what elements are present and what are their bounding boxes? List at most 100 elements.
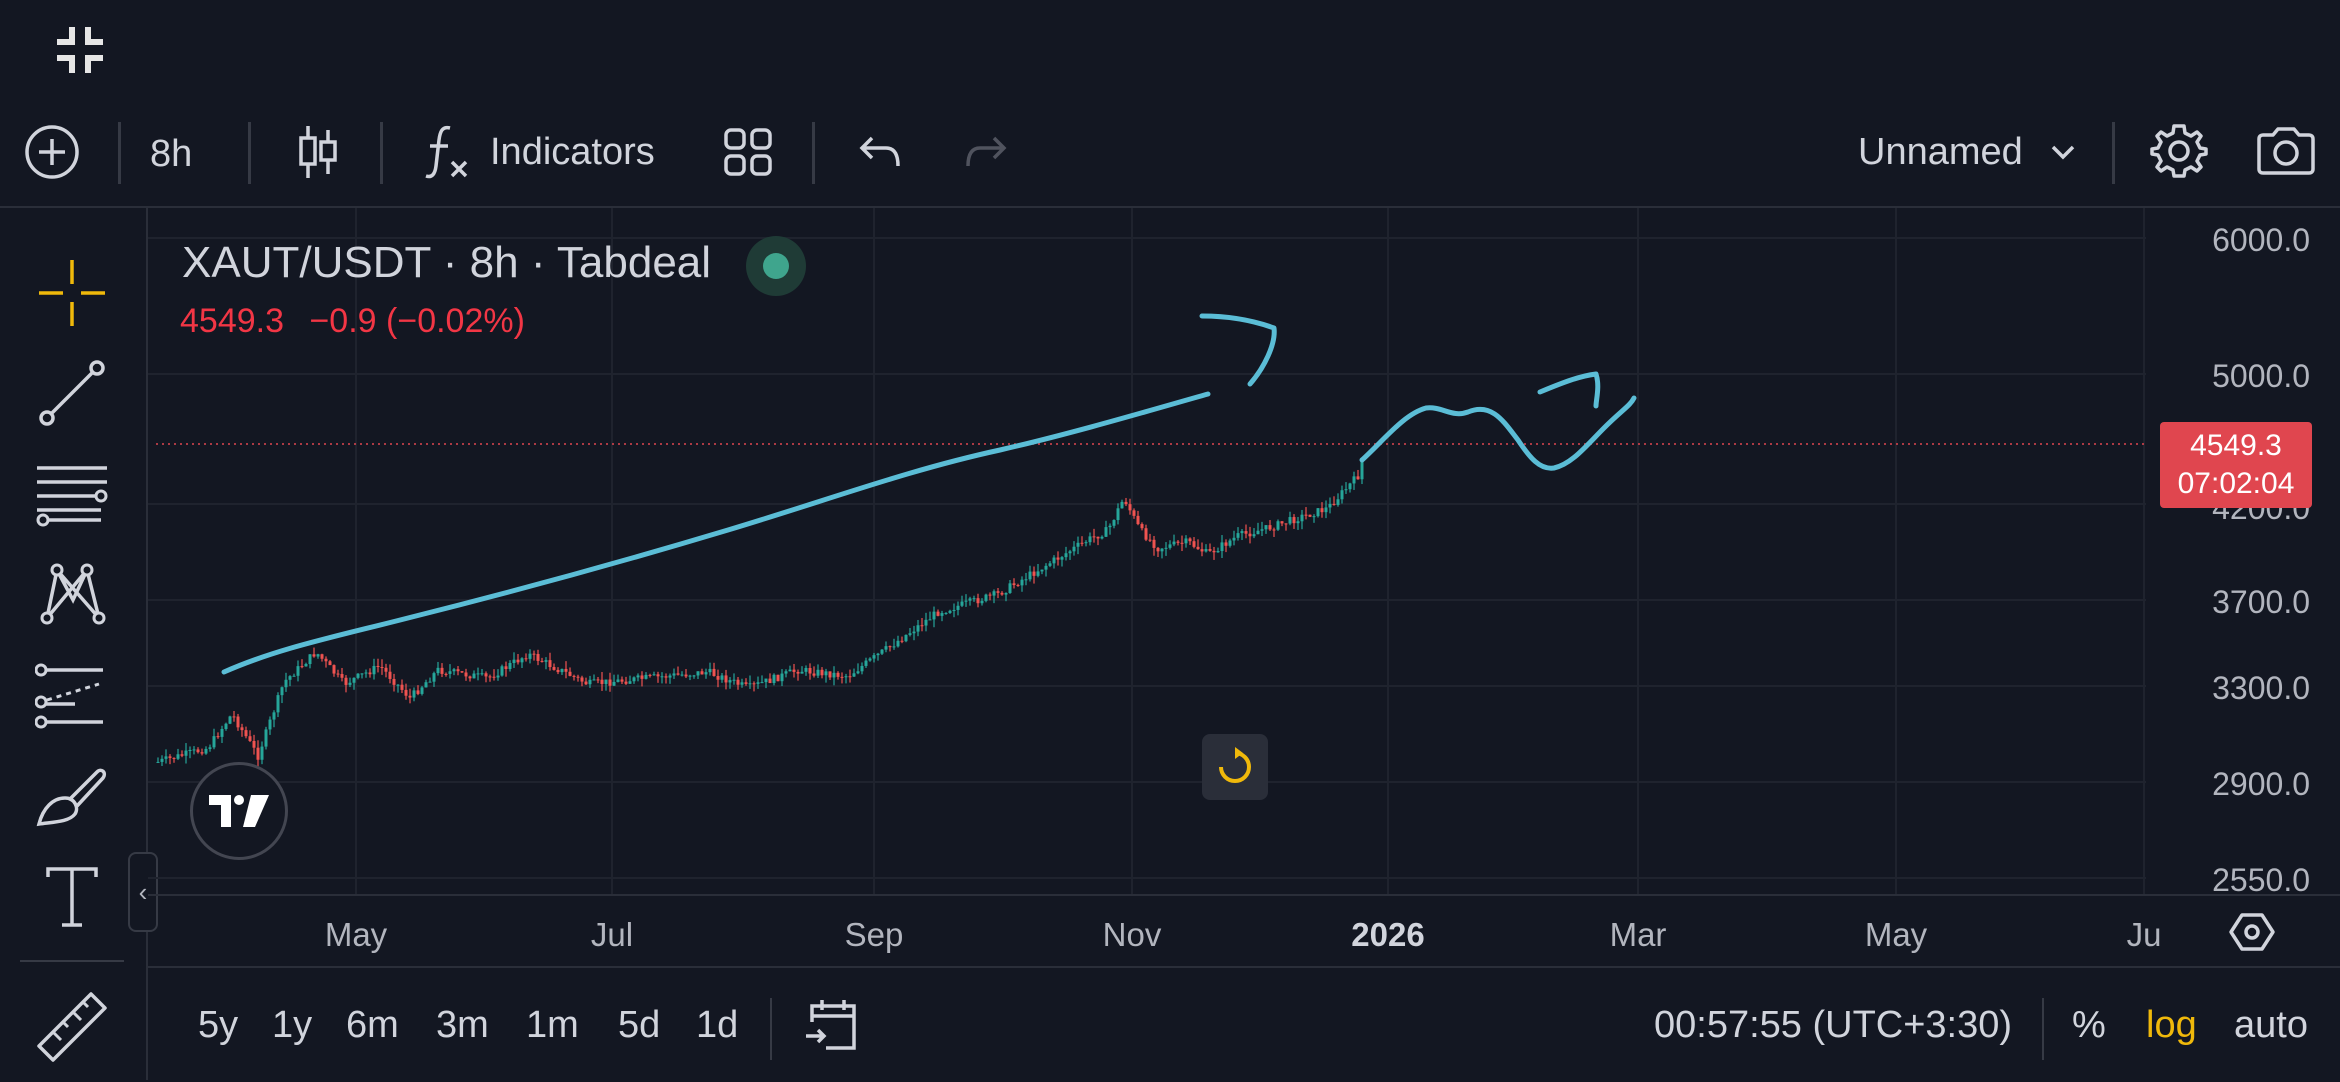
clock-timezone[interactable]: 00:57:55 (UTC+3:30) (1654, 1004, 2013, 1046)
candle-body (520, 658, 524, 663)
candle-body (352, 677, 356, 683)
auto-scale-toggle[interactable]: auto (2234, 1004, 2308, 1046)
price-tick: 2550.0 (2212, 862, 2310, 898)
price-axis[interactable]: 6000.0 5000.0 4200.0 3700.0 3300.0 2900.… (2154, 208, 2340, 898)
candle-body (348, 682, 352, 685)
candle-body (1076, 542, 1080, 547)
range-1d-button[interactable]: 1d (696, 1004, 739, 1046)
candle-body (1140, 524, 1144, 529)
log-scale-toggle[interactable]: log (2146, 1004, 2197, 1046)
candle-body (540, 660, 544, 662)
chart-type-button[interactable] (290, 122, 346, 182)
market-status-indicator[interactable] (746, 236, 806, 296)
measure-tool[interactable] (20, 982, 124, 1072)
user-drawings[interactable] (221, 313, 1637, 675)
settings-button[interactable] (2148, 120, 2210, 182)
candle-body (1208, 549, 1212, 551)
candle-body (504, 666, 508, 669)
exit-fullscreen-icon[interactable] (56, 26, 104, 74)
candle-body (568, 671, 572, 676)
trendline-tool[interactable] (20, 348, 124, 438)
candle-body (192, 749, 196, 751)
candle-body (300, 666, 304, 668)
collapse-toolbar-button[interactable]: ‹ (128, 852, 158, 932)
range-5y-button[interactable]: 5y (198, 1004, 239, 1046)
indicators-button[interactable]: Indicators (424, 118, 655, 186)
candle-body (1260, 529, 1264, 531)
layouts-button[interactable] (722, 124, 774, 180)
candle-body (1256, 530, 1260, 535)
candle-body (280, 687, 284, 696)
time-axis[interactable]: May Jul Sep Nov 2026 Mar May Ju (148, 894, 2340, 968)
interval-button[interactable]: 8h (150, 132, 193, 175)
go-to-date-button[interactable] (804, 996, 864, 1056)
crosshair-tool[interactable] (20, 248, 124, 338)
range-6m-button[interactable]: 6m (346, 1004, 399, 1046)
candle-body (488, 676, 492, 678)
candle-body (856, 671, 860, 674)
candle-body (1324, 507, 1328, 513)
candle-body (484, 673, 488, 677)
candle-body (528, 653, 532, 659)
text-tool[interactable] (20, 852, 124, 942)
range-5d-button[interactable]: 5d (618, 1004, 661, 1046)
candle-body (812, 673, 816, 676)
price-tick: 5000.0 (2212, 358, 2310, 394)
candle-body (580, 677, 584, 682)
drawing-arrow-hook (1537, 371, 1601, 409)
candle-body (1132, 510, 1136, 516)
candles-icon (299, 126, 337, 178)
snapshot-button[interactable] (2254, 120, 2318, 182)
axis-settings-button[interactable] (2228, 912, 2276, 952)
candle-body (356, 673, 360, 678)
candle-body (976, 598, 980, 604)
candle-body (1176, 541, 1180, 543)
pattern-tool[interactable] (20, 548, 124, 638)
candle-body (876, 653, 880, 656)
range-1y-button[interactable]: 1y (272, 1004, 313, 1046)
candle-body (384, 667, 388, 672)
candle-body (564, 668, 568, 672)
undo-button[interactable] (856, 128, 904, 176)
candle-body (308, 654, 312, 665)
candle-body (296, 666, 300, 676)
range-3m-button[interactable]: 3m (436, 1004, 489, 1046)
candle-body (620, 679, 624, 682)
candle-body (572, 675, 576, 677)
candle-body (1136, 515, 1140, 525)
price-change-value: −0.9 (−0.02%) (309, 302, 525, 340)
candle-body (1252, 534, 1256, 537)
xabcd-pattern-icon (40, 563, 106, 625)
grid-icon (724, 128, 772, 176)
candle-body (240, 727, 244, 731)
forecast-tool[interactable] (20, 650, 124, 740)
candle-body (1064, 553, 1068, 558)
candle-body (1292, 517, 1296, 524)
candle-body (1068, 551, 1072, 554)
symbol-title[interactable]: XAUT/USDT · 8h · Tabdeal (182, 238, 712, 287)
candle-body (1092, 536, 1096, 538)
candle-body (236, 716, 240, 728)
candle-body (1008, 583, 1012, 593)
percent-scale-toggle[interactable]: % (2072, 1004, 2106, 1046)
candle-body (176, 754, 180, 759)
chart-pane[interactable] (148, 208, 2146, 894)
tv-logo-icon (209, 795, 269, 827)
candle-body (1120, 501, 1124, 509)
candle-body (452, 669, 456, 672)
candle-body (224, 723, 228, 729)
layout-name-dropdown[interactable]: Unnamed (1858, 124, 2077, 180)
candle-body (508, 663, 512, 669)
candle-body (640, 675, 644, 679)
add-symbol-button[interactable] (22, 122, 82, 182)
candle-body (760, 682, 764, 684)
candle-body (772, 674, 776, 684)
candle-body (1164, 547, 1168, 549)
time-tick: Ju (2126, 916, 2162, 953)
range-1m-button[interactable]: 1m (526, 1004, 579, 1046)
tradingview-logo[interactable] (190, 762, 288, 860)
fib-retracement-tool[interactable] (20, 448, 124, 538)
reset-chart-button[interactable] (1202, 734, 1268, 800)
brush-tool[interactable] (20, 752, 124, 842)
redo-button[interactable] (962, 128, 1010, 176)
